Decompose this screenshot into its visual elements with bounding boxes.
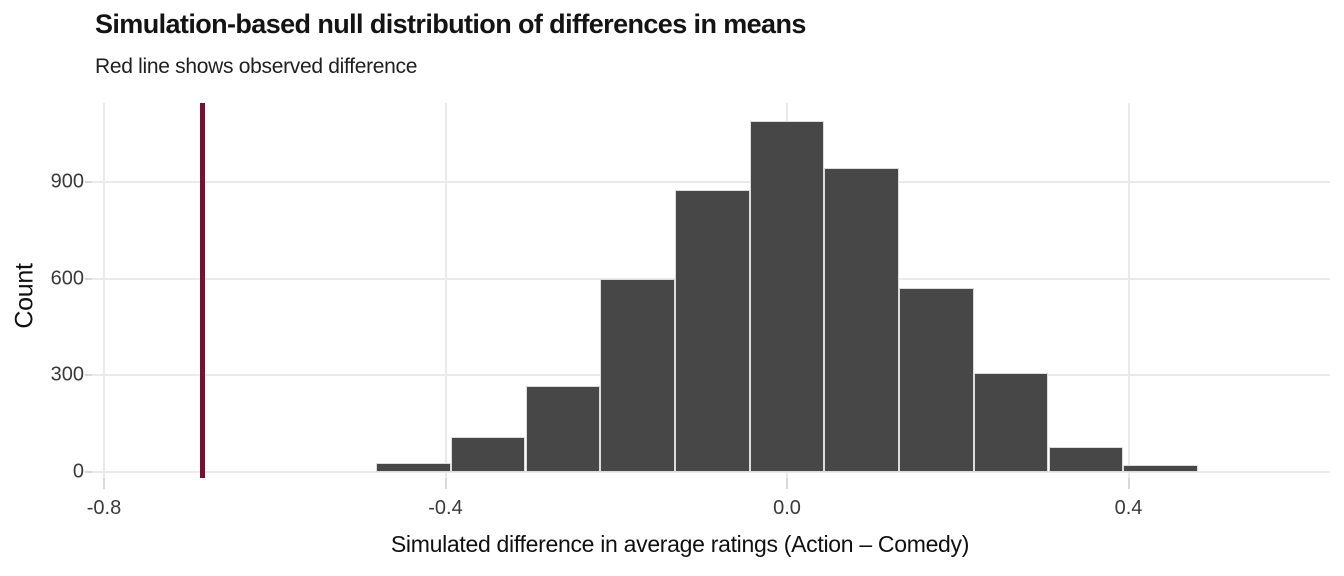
y-tick-label: 0 [72,460,84,483]
y-axis-tick [85,277,92,280]
histogram-bar [525,385,601,472]
x-tick-label: -0.4 [428,497,463,519]
y-axis-tick [85,471,92,473]
plot-subtitle: Red line shows observed difference [95,55,418,78]
histogram-bar [824,167,900,472]
x-gridline [444,103,447,478]
y-axis-tick [85,181,92,184]
y-axis-tick [85,374,92,377]
x-axis-tick [444,478,447,489]
x-tick-label: 0.0 [773,497,801,519]
histogram-bar [1123,464,1198,472]
y-gridline [92,471,1330,473]
histogram-bar [674,189,750,472]
histogram-bar [450,436,526,472]
histogram-bar [1048,446,1124,472]
x-gridline [103,103,105,478]
x-axis-title: Simulated difference in average ratings … [390,531,970,557]
histogram-bar [899,288,974,472]
x-axis-tick [786,478,788,489]
y-axis-title: Count [10,263,39,329]
histogram-bar [376,463,451,472]
observed-difference-line [199,103,205,478]
y-tick-label: 300 [50,363,84,386]
histogram-bar [973,372,1049,472]
x-tick-label: 0.4 [1114,497,1143,519]
y-tick-label: 900 [50,170,84,193]
histogram-bar [600,279,675,472]
y-tick-label: 600 [50,267,84,290]
x-gridline [1127,103,1130,478]
x-axis-tick [103,478,105,489]
x-axis-tick [1127,478,1130,489]
y-gridline [92,181,1330,184]
x-tick-label: -0.8 [86,497,122,519]
histogram-bar [749,120,825,472]
plot-title: Simulation-based null distribution of di… [95,9,806,39]
